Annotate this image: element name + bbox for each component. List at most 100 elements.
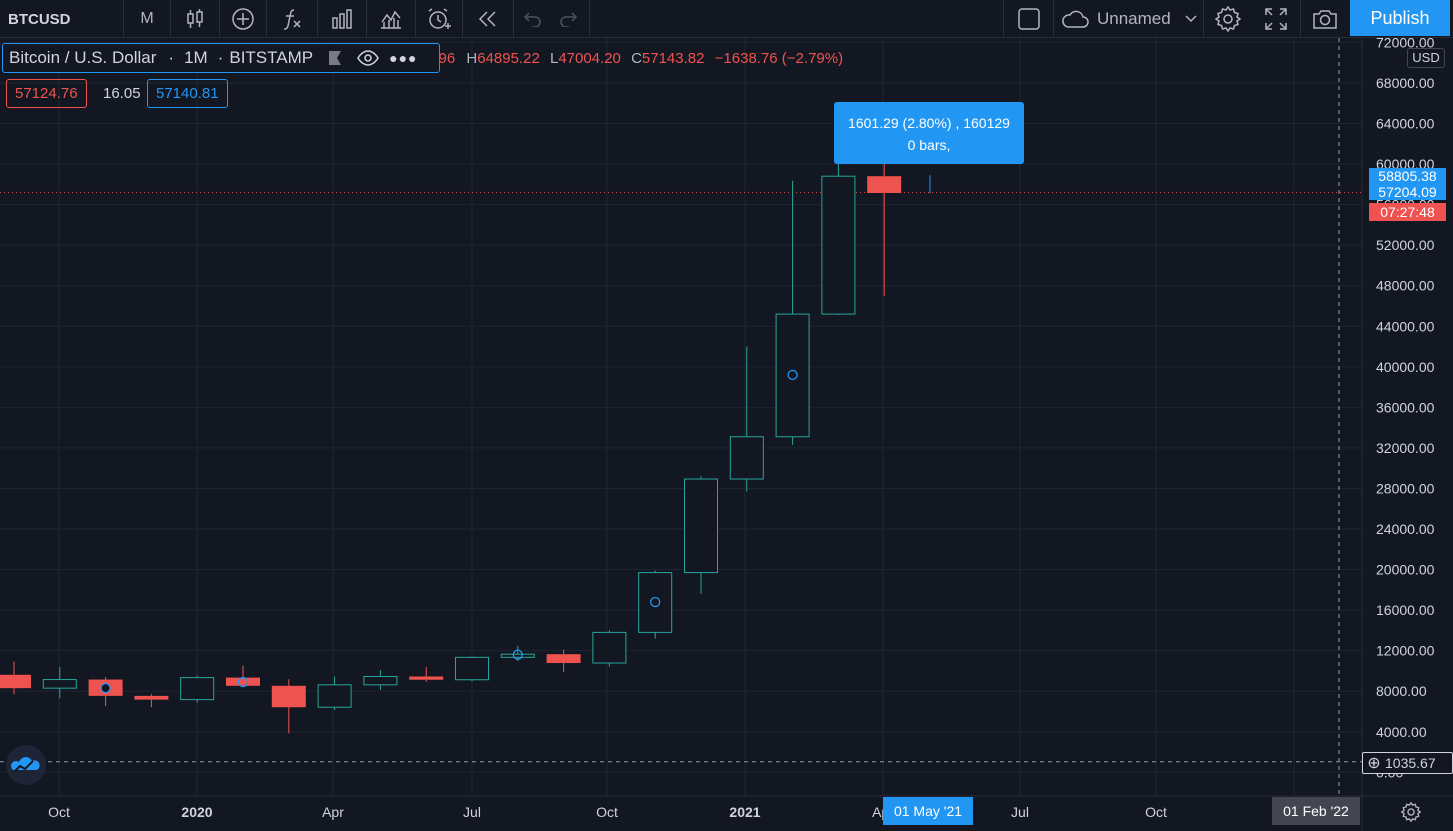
price-tick-label: 72000.00: [1376, 34, 1435, 50]
publish-label: Publish: [1370, 7, 1430, 28]
more-options-icon[interactable]: ●●●: [389, 50, 418, 66]
candle-up-body[interactable]: [821, 175, 856, 315]
last-price-tag: 57204.09: [1369, 184, 1446, 200]
toolbar-divider: [462, 0, 463, 38]
toolbar-divider: [1003, 0, 1004, 38]
price-tick-label: 32000.00: [1376, 440, 1435, 456]
candle-up-body[interactable]: [592, 631, 627, 664]
candle-down-body[interactable]: [409, 676, 444, 680]
candle-up-body[interactable]: [638, 572, 673, 633]
replay-button[interactable]: [463, 0, 513, 38]
price-tick-label: 68000.00: [1376, 75, 1435, 91]
low-value: 47004.20: [558, 50, 621, 67]
time-tick-label: Jul: [1011, 804, 1029, 820]
price-tick-label: 24000.00: [1376, 521, 1435, 537]
event-marker-icon[interactable]: [787, 369, 798, 381]
cloud-icon: [1062, 10, 1089, 28]
bar-countdown-tag: 07:27:48: [1369, 203, 1446, 221]
high-label: H: [466, 50, 478, 67]
price-tick-label: 8000.00: [1376, 683, 1427, 699]
axis-settings-button[interactable]: [1400, 801, 1422, 823]
candle-down-body[interactable]: [271, 685, 306, 708]
toolbar-divider: [123, 0, 124, 38]
redo-button[interactable]: [550, 0, 586, 38]
candle-up-body[interactable]: [180, 677, 215, 701]
candle-up-body[interactable]: [500, 653, 535, 658]
alert-button[interactable]: [416, 0, 462, 38]
eye-icon[interactable]: [357, 50, 379, 66]
price-tick-label: 36000.00: [1376, 399, 1435, 415]
price-tick-label: 16000.00: [1376, 602, 1435, 618]
toolbar-divider: [366, 0, 367, 38]
undo-icon: [523, 12, 541, 27]
symbol-search-button[interactable]: BTCUSD: [0, 0, 110, 38]
candle-down-body[interactable]: [867, 176, 902, 194]
candle-up-body[interactable]: [729, 436, 764, 480]
ask-value: 57140.81: [156, 85, 219, 102]
price-tick-label: 20000.00: [1376, 562, 1435, 578]
time-tick-label: Oct: [1145, 804, 1167, 820]
bid-value: 57124.76: [15, 85, 78, 102]
toolbar-divider: [513, 0, 514, 38]
sell-price-box[interactable]: 57124.76: [6, 79, 87, 108]
add-plus-icon[interactable]: ⊕: [1367, 755, 1381, 772]
candle-down-body[interactable]: [546, 654, 581, 664]
chevron-down-icon: [1185, 15, 1197, 23]
layout-button[interactable]: [1005, 0, 1053, 38]
layout-name-label: Unnamed: [1097, 9, 1171, 28]
interval-button[interactable]: M: [124, 0, 170, 38]
candle-down-body[interactable]: [0, 674, 31, 689]
candle-up-body[interactable]: [684, 478, 718, 574]
series-legend[interactable]: Bitcoin / U.S. Dollar · 1M · BITSTAMP ●●…: [2, 43, 440, 73]
time-tick-label: Oct: [48, 804, 70, 820]
compare-button[interactable]: [220, 0, 266, 38]
tradingview-logo[interactable]: [6, 745, 46, 785]
plus-circle-icon: [232, 8, 254, 30]
measure-tooltip: 1601.29 (2.80%) , 160129 0 bars,: [834, 102, 1024, 164]
currency-label[interactable]: USD: [1407, 48, 1445, 68]
buy-price-box[interactable]: 57140.81: [147, 79, 228, 108]
publish-button[interactable]: Publish: [1350, 0, 1450, 36]
fullscreen-icon: [1265, 8, 1287, 30]
event-marker-icon[interactable]: [650, 596, 661, 608]
square-icon: [1018, 8, 1040, 30]
flag-icon[interactable]: [327, 50, 343, 66]
fullscreen-button[interactable]: [1254, 0, 1298, 38]
price-tick-label: 12000.00: [1376, 643, 1435, 659]
candle-up-body[interactable]: [775, 313, 810, 438]
price-tick-label: 64000.00: [1376, 116, 1435, 132]
indicators-button[interactable]: [267, 0, 317, 38]
price-tick-label: 28000.00: [1376, 480, 1435, 496]
event-marker-icon[interactable]: [100, 683, 111, 694]
legend-dot: ·: [217, 48, 224, 67]
time-tick-label: 2020: [181, 804, 212, 820]
event-marker-icon[interactable]: [237, 676, 249, 688]
measure-tooltip-line1: 1601.29 (2.80%) , 160129: [848, 115, 1010, 131]
crosshair-price-tag[interactable]: ⊕ 1035.67: [1362, 752, 1453, 774]
event-marker-icon[interactable]: [512, 649, 523, 660]
low-label: L: [549, 50, 559, 67]
save-layout-button[interactable]: Unnamed: [1060, 0, 1202, 38]
settings-button[interactable]: [1204, 0, 1252, 38]
bar-chart-icon: [332, 9, 352, 29]
candle-up-body[interactable]: [455, 656, 489, 681]
time-tick-label: Jul: [463, 804, 481, 820]
logo-icon: [11, 757, 40, 773]
toolbar-divider: [1053, 0, 1054, 38]
financials-button[interactable]: [318, 0, 366, 38]
candle-up-body[interactable]: [363, 676, 398, 686]
price-tick-label: 52000.00: [1376, 237, 1435, 253]
ohlc-values: 9.96 H64895.22 L47004.20 C57143.82 −1638…: [426, 50, 843, 67]
toolbar-divider: [1300, 0, 1301, 38]
candle-down-body[interactable]: [226, 677, 260, 686]
chart-type-button[interactable]: [171, 0, 219, 38]
ideas-button[interactable]: [367, 0, 415, 38]
toolbar-divider: [170, 0, 171, 38]
snapshot-button[interactable]: [1302, 0, 1348, 38]
candle-up-body[interactable]: [317, 684, 352, 708]
symbol-description: Bitcoin / U.S. Dollar: [9, 48, 157, 67]
candle-up-body[interactable]: [42, 679, 77, 689]
candle-down-body[interactable]: [134, 695, 169, 700]
undo-button[interactable]: [516, 0, 550, 38]
